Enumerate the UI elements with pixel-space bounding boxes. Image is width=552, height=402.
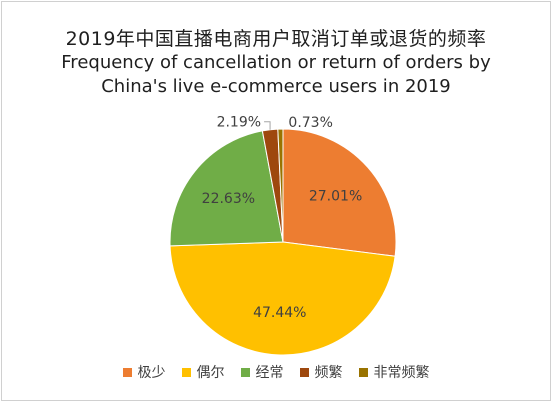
legend-item-5: 非常频繁 bbox=[358, 362, 430, 382]
pie-slice-3 bbox=[169, 130, 284, 247]
legend-label-2: 偶尔 bbox=[196, 365, 225, 381]
data-label-2: 47.44% bbox=[253, 305, 306, 321]
pie-slice-2 bbox=[169, 241, 396, 356]
data-label-5: 0.73% bbox=[288, 115, 332, 131]
legend-swatch-2 bbox=[181, 367, 191, 377]
pie-slice-5 bbox=[277, 128, 284, 243]
legend-label-4: 频繁 bbox=[314, 365, 343, 381]
pie-slice-1 bbox=[282, 128, 397, 257]
data-label-3: 22.63% bbox=[202, 191, 255, 207]
chart-title: 2019年中国直播电商用户取消订单或退货的频率 bbox=[65, 28, 487, 50]
legend-item-2: 偶尔 bbox=[181, 362, 225, 382]
legend-swatch-1 bbox=[122, 367, 132, 377]
leader-line-4 bbox=[264, 121, 271, 130]
data-label-1: 27.01% bbox=[309, 189, 362, 205]
legend-swatch-5 bbox=[358, 367, 368, 377]
data-label-4: 2.19% bbox=[217, 115, 261, 131]
legend-item-3: 经常 bbox=[240, 362, 284, 382]
chart-subtitle-line2: China's live e-commerce users in 2019 bbox=[101, 76, 451, 97]
legend-label-3: 经常 bbox=[255, 365, 284, 381]
chart-subtitle-line1: Frequency of cancellation or return of o… bbox=[61, 52, 491, 73]
legend-item-1: 极少 bbox=[122, 362, 166, 382]
legend-label-1: 极少 bbox=[137, 365, 166, 381]
legend-label-5: 非常频繁 bbox=[373, 365, 430, 381]
legend-swatch-3 bbox=[240, 367, 250, 377]
legend-item-4: 频繁 bbox=[299, 362, 343, 382]
chart-legend: 极少 偶尔 经常 频繁 非常频繁 bbox=[2, 362, 550, 382]
legend-swatch-4 bbox=[299, 367, 309, 377]
